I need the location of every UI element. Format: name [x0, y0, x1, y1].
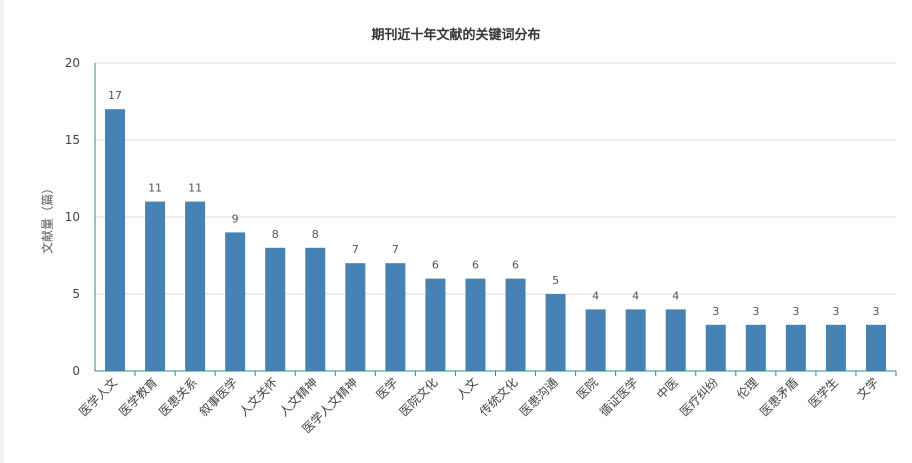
data-label: 6: [432, 259, 439, 272]
bar: [425, 278, 446, 371]
data-label: 17: [108, 89, 122, 102]
x-tick-label: 人文: [453, 375, 481, 403]
data-label: 3: [752, 305, 759, 318]
x-tick-label: 叙事医学: [196, 375, 241, 420]
bar: [225, 232, 246, 371]
x-tick-label: 中医: [653, 375, 681, 403]
bar: [265, 247, 286, 371]
y-tick-label: 0: [72, 364, 80, 378]
x-tick-label: 医疗纠纷: [677, 375, 721, 419]
x-tick-label: 医学: [373, 375, 401, 403]
left-edge-strip: [0, 0, 4, 463]
data-label: 3: [712, 305, 719, 318]
x-tick-label: 医学生: [805, 375, 841, 411]
data-label: 5: [552, 274, 559, 287]
x-tick-label: 伦理: [733, 375, 761, 403]
x-tick-label: 传统文化: [476, 375, 521, 420]
y-tick-label: 15: [65, 133, 80, 147]
bar: [625, 309, 646, 371]
y-tick-label: 20: [65, 56, 80, 70]
data-label: 9: [232, 212, 239, 225]
gridlines: [95, 62, 896, 295]
data-label: 3: [832, 305, 839, 318]
y-tick-label: 10: [65, 210, 80, 224]
data-label: 7: [352, 243, 359, 256]
bar: [145, 201, 166, 371]
bar: [745, 324, 766, 371]
bar: [185, 201, 206, 371]
x-tick-label: 人文关怀: [236, 375, 281, 420]
bar: [305, 247, 326, 371]
data-label: 6: [512, 259, 519, 272]
bar: [585, 309, 606, 371]
axes-group: [94, 63, 897, 376]
x-tick-label: 医学人文: [76, 375, 121, 420]
data-label: 3: [872, 305, 879, 318]
x-tick-label: 医患关系: [156, 375, 200, 419]
chart-title: 期刊近十年文献的关键词分布: [371, 28, 541, 43]
data-label: 3: [792, 305, 799, 318]
bars-group: [105, 109, 886, 371]
x-tick-label: 医学教育: [116, 375, 161, 420]
x-tick-label: 医院文化: [396, 375, 441, 420]
x-tick-label: 医患矛盾: [757, 375, 801, 419]
data-label: 6: [472, 259, 479, 272]
data-label: 8: [272, 228, 279, 241]
bar: [505, 278, 526, 371]
bar: [785, 324, 806, 371]
data-label: 11: [188, 182, 202, 195]
bar: [105, 109, 126, 371]
x-tick-label: 医院: [574, 375, 601, 402]
data-label: 8: [312, 228, 319, 241]
bar: [465, 278, 486, 371]
bar: [865, 324, 886, 371]
bar: [825, 324, 846, 371]
data-label: 4: [632, 289, 639, 302]
y-tick-label: 5: [72, 287, 80, 301]
bar: [545, 294, 566, 371]
bar: [385, 263, 406, 371]
data-label: 11: [148, 182, 162, 195]
x-tick-label: 医患沟通: [517, 375, 561, 419]
data-label: 7: [392, 243, 399, 256]
bar: [705, 324, 726, 371]
data-label: 4: [672, 289, 679, 302]
x-tick-label: 循证医学: [596, 375, 641, 420]
bar: [665, 309, 686, 371]
x-tick-label: 文学: [854, 375, 882, 403]
data-label: 4: [592, 289, 599, 302]
bar: [345, 263, 366, 371]
